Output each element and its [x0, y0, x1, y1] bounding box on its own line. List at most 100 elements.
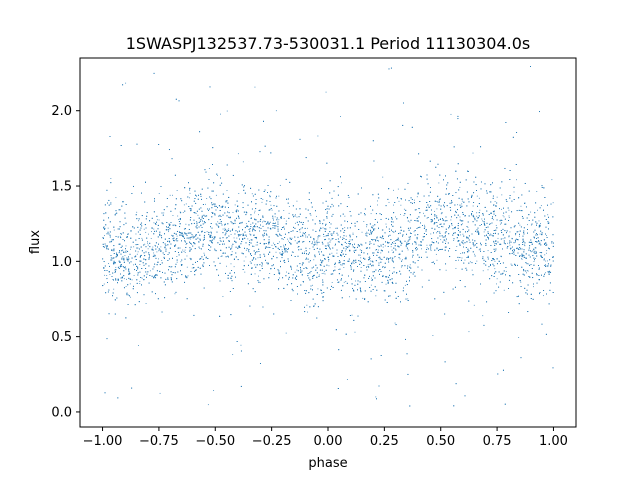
data-point: [552, 202, 554, 204]
data-point: [407, 249, 409, 251]
data-point: [153, 222, 155, 224]
data-point: [478, 249, 480, 251]
data-point: [428, 206, 430, 208]
data-point: [268, 241, 270, 243]
data-point: [502, 215, 504, 217]
data-point: [113, 288, 115, 290]
data-point: [377, 249, 379, 251]
data-point: [231, 247, 233, 249]
data-point: [293, 251, 294, 253]
data-point: [384, 245, 386, 247]
data-point: [434, 210, 435, 212]
data-point: [384, 267, 385, 269]
data-point: [213, 390, 215, 392]
data-point: [279, 184, 281, 186]
data-point: [467, 226, 469, 228]
data-point: [515, 238, 517, 240]
data-point: [177, 240, 179, 242]
data-point: [415, 220, 417, 222]
data-point: [385, 283, 387, 285]
data-point: [539, 233, 541, 235]
data-point: [297, 246, 299, 248]
data-point: [115, 213, 117, 215]
data-point: [160, 246, 162, 248]
data-point: [355, 280, 356, 282]
data-point: [278, 219, 280, 221]
data-point: [328, 260, 330, 262]
data-point: [222, 296, 224, 298]
data-point: [215, 194, 217, 196]
data-point: [375, 295, 377, 297]
data-point: [361, 231, 363, 233]
data-point: [160, 251, 161, 252]
data-point: [524, 202, 526, 204]
data-point: [245, 256, 247, 258]
data-point: [374, 228, 376, 230]
data-point: [391, 249, 393, 251]
data-point: [233, 266, 235, 268]
data-point: [494, 201, 496, 203]
data-point: [377, 200, 378, 202]
data-point: [349, 239, 351, 241]
data-point: [473, 304, 475, 306]
data-point: [305, 234, 307, 236]
data-point: [375, 396, 377, 398]
data-point: [376, 236, 378, 238]
data-point: [125, 251, 127, 253]
scatter-points: [102, 66, 554, 407]
data-point: [245, 249, 247, 251]
data-point: [218, 226, 220, 228]
data-point: [325, 91, 327, 93]
data-point: [121, 257, 123, 259]
data-point: [161, 260, 163, 261]
data-point: [370, 284, 372, 286]
data-point: [104, 246, 106, 248]
data-point: [310, 214, 312, 216]
data-point: [196, 221, 198, 222]
data-point: [490, 223, 492, 224]
data-point: [322, 227, 324, 229]
data-point: [184, 249, 186, 251]
data-point: [249, 233, 251, 235]
data-point: [354, 331, 356, 333]
data-point: [332, 255, 334, 256]
data-point: [513, 251, 515, 253]
data-point: [283, 244, 285, 246]
data-point: [107, 227, 109, 229]
data-point: [186, 237, 188, 239]
data-point: [281, 235, 283, 237]
data-point: [493, 240, 495, 242]
data-point: [517, 231, 519, 233]
data-point: [110, 177, 112, 179]
data-point: [199, 248, 201, 249]
data-point: [393, 204, 394, 206]
data-point: [495, 224, 497, 226]
data-point: [257, 244, 259, 246]
data-point: [147, 244, 149, 246]
data-point: [375, 249, 377, 251]
data-point: [328, 265, 330, 267]
data-point: [462, 233, 464, 235]
data-point: [147, 241, 148, 243]
data-point: [409, 264, 411, 266]
data-point: [367, 264, 369, 266]
data-point: [518, 337, 520, 338]
data-point: [113, 250, 115, 252]
data-point: [389, 270, 391, 272]
data-point: [360, 267, 362, 268]
data-point: [273, 242, 274, 244]
data-point: [158, 250, 160, 252]
data-point: [285, 249, 287, 251]
data-point: [432, 335, 434, 337]
data-point: [244, 271, 246, 273]
data-point: [494, 268, 496, 270]
data-point: [516, 179, 517, 181]
data-point: [394, 322, 396, 324]
data-point: [115, 266, 117, 268]
data-point: [150, 238, 152, 239]
data-point: [492, 219, 494, 221]
data-point: [235, 210, 237, 212]
data-point: [515, 234, 516, 236]
data-point: [542, 295, 544, 297]
